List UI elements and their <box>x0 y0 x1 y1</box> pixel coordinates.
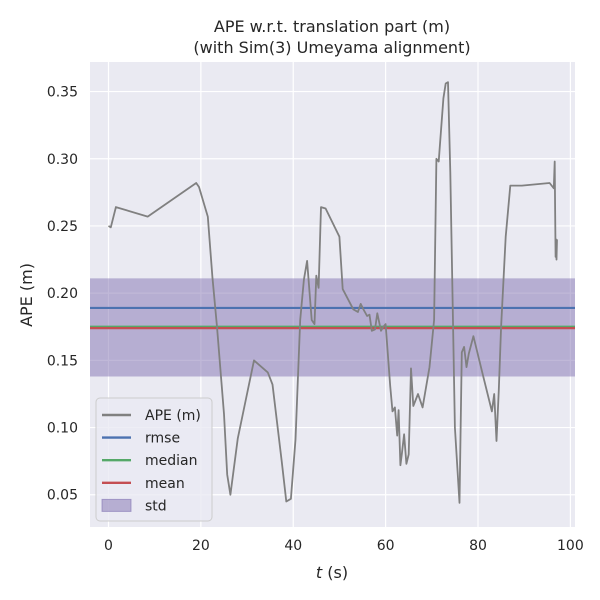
x-axis-ticks: 0 20 40 60 80 100 <box>104 538 584 554</box>
y-tick-label: 0.30 <box>47 152 78 168</box>
x-tick-label: 80 <box>469 538 487 554</box>
legend-label: median <box>145 453 197 469</box>
x-tick-label: 100 <box>557 538 584 554</box>
x-tick-label: 20 <box>192 538 210 554</box>
y-tick-label: 0.05 <box>47 488 78 504</box>
legend-label: mean <box>145 476 185 492</box>
x-axis-label: t (s) <box>316 563 348 582</box>
y-axis-label: APE (m) <box>17 263 36 327</box>
y-tick-label: 0.25 <box>47 219 78 235</box>
ape-series-line <box>108 81 558 504</box>
y-tick-label: 0.20 <box>47 286 78 302</box>
chart-subtitle: (with Sim(3) Umeyama alignment) <box>193 38 470 57</box>
chart-title: APE w.r.t. translation part (m) <box>214 17 450 36</box>
y-axis-ticks: 0.05 0.10 0.15 0.20 0.25 0.30 0.35 <box>47 85 78 504</box>
y-tick-label: 0.10 <box>47 421 78 437</box>
legend-label: APE (m) <box>145 408 201 424</box>
legend-swatch-std <box>101 498 132 512</box>
y-tick-label: 0.15 <box>47 353 78 369</box>
legend-box <box>95 397 213 522</box>
legend-label: std <box>145 498 167 514</box>
x-tick-label: 60 <box>377 538 395 554</box>
x-tick-label: 0 <box>104 538 113 554</box>
legend-label: rmse <box>145 431 180 447</box>
x-axis-var: t <box>316 563 323 582</box>
legend: APE (m) rmse median mean std <box>95 397 213 522</box>
x-axis-unit: (s) <box>322 563 348 582</box>
x-tick-label: 40 <box>284 538 302 554</box>
y-tick-label: 0.35 <box>47 85 78 101</box>
